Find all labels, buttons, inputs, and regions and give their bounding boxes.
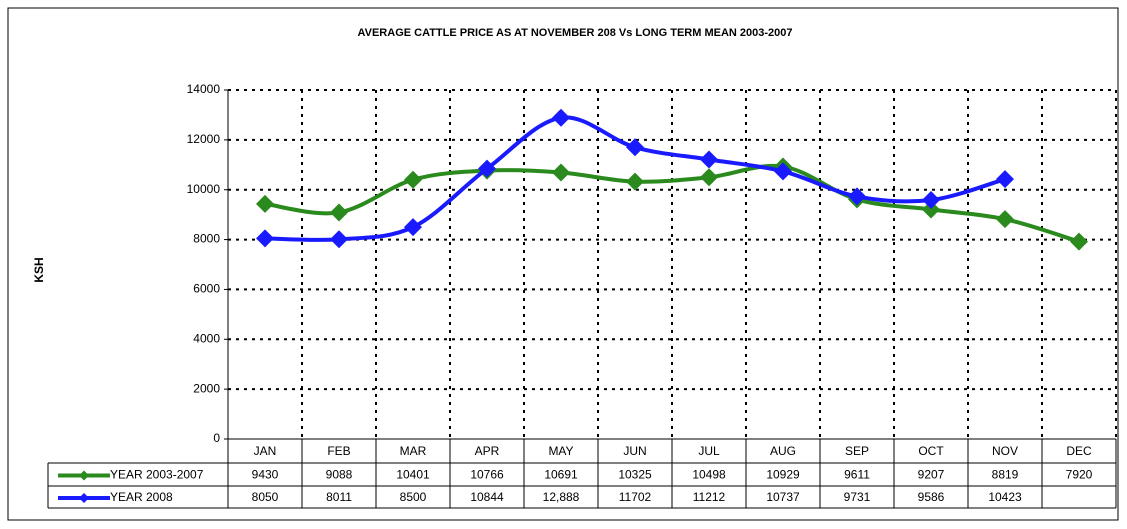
table-value: 8819 — [992, 468, 1019, 482]
data-point — [478, 159, 496, 178]
x-tick-label: JUN — [623, 444, 646, 458]
table-value: 9731 — [844, 490, 871, 504]
x-tick-label: JUL — [698, 444, 720, 458]
table-value: 12,888 — [543, 490, 580, 504]
data-point — [626, 138, 644, 157]
data-point — [996, 170, 1014, 189]
chart-border — [7, 7, 1119, 521]
table-value: 8011 — [326, 490, 352, 504]
x-tick-label: NOV — [992, 444, 1018, 458]
table-value: 10498 — [692, 468, 726, 482]
y-tick-label: 0 — [213, 431, 220, 445]
table-value: 10844 — [470, 490, 504, 504]
data-point — [922, 191, 940, 210]
y-tick-label: 8000 — [193, 232, 220, 246]
x-tick-label: MAY — [548, 444, 573, 458]
table-value: 9611 — [844, 468, 870, 482]
x-tick-label: AUG — [770, 444, 796, 458]
y-tick-label: 12000 — [187, 132, 221, 146]
legend-label: YEAR 2003-2007 — [110, 468, 204, 482]
table-value: 11212 — [693, 490, 726, 504]
legend-label: YEAR 2008 — [110, 490, 173, 504]
data-point — [848, 187, 866, 206]
table-value: 9088 — [326, 468, 353, 482]
table-value: 8050 — [252, 490, 279, 504]
table-value: 10691 — [544, 468, 578, 482]
x-tick-label: FEB — [327, 444, 350, 458]
x-tick-label: SEP — [845, 444, 869, 458]
table-value: 10401 — [396, 468, 430, 482]
x-tick-label: MAR — [400, 444, 427, 458]
chart-title: AVERAGE CATTLE PRICE AS AT NOVEMBER 208 … — [358, 27, 793, 39]
data-point — [1070, 232, 1088, 251]
table-value: 11702 — [619, 490, 652, 504]
y-tick-label: 10000 — [187, 182, 221, 196]
table-value: 10423 — [988, 490, 1022, 504]
data-point — [256, 194, 274, 213]
y-tick-label: 6000 — [193, 282, 220, 296]
data-point — [774, 162, 792, 181]
legend-marker — [79, 470, 89, 481]
table-value: 10766 — [470, 468, 504, 482]
table-value: 10325 — [618, 468, 652, 482]
x-tick-label: DEC — [1066, 444, 1092, 458]
data-point — [330, 203, 348, 222]
table-value: 9586 — [918, 490, 945, 504]
data-point — [700, 150, 718, 169]
data-point — [330, 230, 348, 249]
table-value: 10737 — [766, 490, 800, 504]
y-tick-label: 14000 — [187, 82, 221, 96]
table-value: 9430 — [252, 468, 279, 482]
data-point — [552, 163, 570, 182]
x-tick-label: JAN — [254, 444, 277, 458]
x-tick-label: OCT — [918, 444, 944, 458]
data-point — [404, 218, 422, 237]
table-value: 10929 — [766, 468, 800, 482]
data-point — [626, 172, 644, 191]
x-tick-label: APR — [475, 444, 500, 458]
table-value: 8500 — [400, 490, 427, 504]
table-value: 7920 — [1066, 468, 1093, 482]
legend-marker — [79, 493, 89, 503]
y-tick-label: 2000 — [193, 381, 220, 395]
data-point — [552, 108, 570, 127]
data-point — [996, 210, 1014, 229]
data-point — [404, 170, 422, 189]
y-axis-label: KSH — [32, 257, 46, 282]
y-tick-label: 4000 — [193, 331, 220, 345]
data-point — [700, 168, 718, 187]
data-point — [256, 229, 274, 248]
data-point — [922, 200, 940, 219]
table-value: 9207 — [918, 468, 945, 482]
